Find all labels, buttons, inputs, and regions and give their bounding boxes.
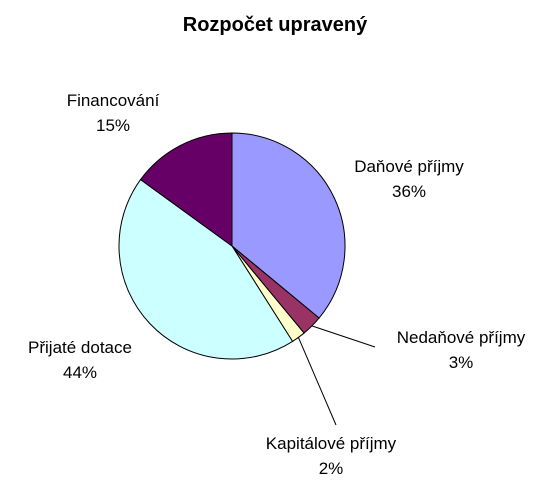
value-prijate-dotace: 44% xyxy=(63,363,97,382)
pie-slice-danove-prijmy xyxy=(231,132,346,319)
value-danove-prijmy: 36% xyxy=(392,182,426,201)
value-financovani: 15% xyxy=(96,116,130,135)
label-prijate-dotace: Přijaté dotace xyxy=(28,338,132,357)
leader-line-nedanove-prijmy xyxy=(311,325,376,348)
label-kapitalove-prijmy: Kapitálové příjmy xyxy=(266,434,397,453)
chart-title: Rozpočet upravený xyxy=(183,14,368,36)
leader-line-kapitalove-prijmy xyxy=(297,337,337,426)
pie-slice-financovani xyxy=(139,132,233,247)
value-nedanove-prijmy: 3% xyxy=(449,353,474,372)
pie-slice-prijate-dotace xyxy=(118,178,294,360)
label-danove-prijmy: Daňové příjmy xyxy=(354,157,464,176)
value-kapitalove-prijmy: 2% xyxy=(319,459,344,478)
label-nedanove-prijmy: Nedaňové příjmy xyxy=(397,328,526,347)
label-financovani: Financování xyxy=(67,91,160,110)
